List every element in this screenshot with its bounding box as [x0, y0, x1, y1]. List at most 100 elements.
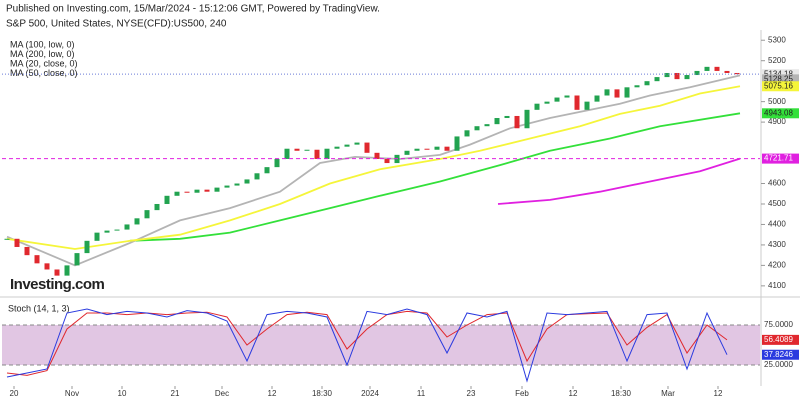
legend-entry: MA (200, low, 0) [10, 49, 75, 59]
candle [154, 203, 160, 211]
candle [524, 109, 530, 129]
candle [4, 238, 10, 240]
candle [364, 142, 370, 153]
candle [634, 85, 640, 88]
candle [54, 269, 60, 276]
ma-value-label-box [762, 81, 799, 92]
x-tick-label: 2024 [361, 389, 379, 398]
x-tick-label: 20 [10, 389, 19, 398]
y-tick-label: 25.0000 [764, 360, 793, 369]
candle [124, 224, 130, 230]
ma-line [6, 85, 741, 250]
candle [464, 130, 470, 137]
ma-value-label-box [762, 153, 799, 164]
y-tick-label: 4600 [768, 179, 786, 188]
candle [424, 148, 430, 150]
candle [724, 70, 730, 73]
candle [184, 191, 190, 193]
candle [304, 149, 310, 151]
y-tick-label: 4500 [768, 199, 786, 208]
x-tick-label: 21 [171, 389, 180, 398]
candle [234, 183, 240, 186]
x-tick-label: 12 [569, 389, 578, 398]
published-note: Published on Investing.com, 15/Mar/2024 … [6, 4, 380, 15]
candle [264, 167, 270, 174]
candle [574, 95, 580, 110]
candle [734, 72, 740, 75]
y-tick-label: 4400 [768, 220, 786, 229]
x-tick-label: 18:30 [312, 389, 333, 398]
legend-entry: MA (100, low, 0) [10, 39, 75, 49]
candle [644, 81, 650, 86]
candle [584, 101, 590, 110]
candle [444, 146, 450, 151]
stoch-value-label-box [762, 349, 799, 360]
candle [34, 255, 40, 264]
candle [24, 246, 30, 256]
candle [384, 158, 390, 164]
candle [14, 238, 20, 247]
x-tick-label: Feb [515, 389, 529, 398]
last-price-label: 5134.18 [764, 69, 793, 78]
candle [134, 218, 140, 225]
legend-entry: MA (50, close, 0) [10, 68, 78, 78]
x-tick-label: 12 [714, 389, 723, 398]
stoch-band [2, 325, 760, 365]
candle [44, 263, 50, 270]
candle [624, 87, 630, 98]
candle [174, 191, 180, 196]
candle [654, 77, 660, 82]
candle [274, 158, 280, 168]
candle [594, 95, 600, 102]
candle [674, 72, 680, 80]
last-price-label-box [762, 69, 799, 80]
candle [534, 103, 540, 110]
candle [334, 146, 340, 149]
ma-value-label: 4721.71 [764, 154, 793, 163]
ma-line [6, 74, 741, 267]
candle [494, 118, 500, 125]
candle [284, 148, 290, 159]
candle [604, 89, 610, 96]
ma-value-label: 5075.16 [764, 81, 793, 90]
x-tick-label: 23 [467, 389, 476, 398]
candle [144, 210, 150, 219]
stoch-value-label: 56.4089 [764, 335, 793, 344]
ma-value-label: 5128.25 [764, 74, 793, 83]
ma-value-label-box [762, 108, 799, 119]
panel-title: Stoch (14, 1, 3) [8, 303, 70, 313]
x-tick-label: 10 [118, 389, 127, 398]
candle [74, 253, 80, 266]
candle [244, 179, 250, 184]
candle [544, 101, 550, 104]
candle [314, 149, 320, 159]
candle [204, 189, 210, 192]
candle [114, 229, 120, 231]
y-tick-label: 5200 [768, 56, 786, 65]
candle [504, 115, 510, 119]
candle [324, 148, 330, 159]
candle [104, 230, 110, 233]
candle [714, 66, 720, 71]
ma-line [129, 112, 741, 242]
candle [474, 126, 480, 131]
candle [84, 240, 90, 254]
x-tick-label: 11 [417, 389, 426, 398]
candle [404, 150, 410, 155]
stoch-line [6, 308, 728, 383]
x-tick-label: 18:30 [611, 389, 632, 398]
candle [434, 146, 440, 150]
candle [194, 189, 200, 193]
candle [374, 152, 380, 159]
legend-entry: MA (20, close, 0) [10, 58, 78, 68]
candle [514, 115, 520, 129]
candle [614, 89, 620, 98]
y-tick-label: 4100 [768, 281, 786, 290]
logo: Investing.com [10, 276, 105, 293]
candle [254, 173, 260, 180]
candle [664, 72, 670, 78]
candle [214, 187, 220, 192]
candle [344, 144, 350, 147]
y-tick-label: 5300 [768, 35, 786, 44]
